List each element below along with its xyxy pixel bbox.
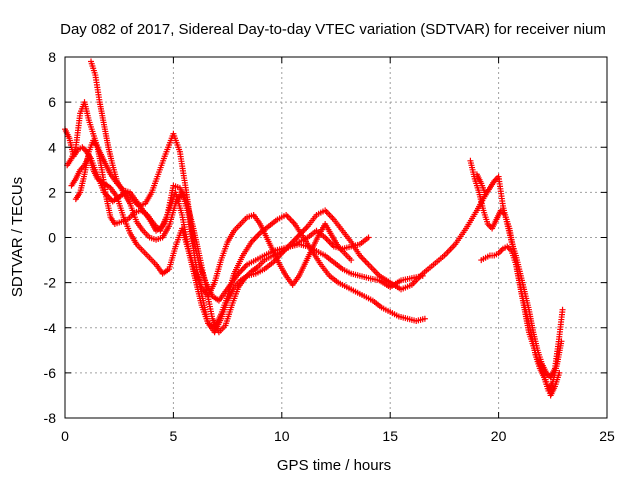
series-track-5 [64,99,355,300]
data-point-marker [556,369,563,376]
y-tick-label: 2 [48,184,56,200]
x-axis-label: GPS time / hours [277,457,391,474]
gridlines [65,57,607,418]
x-tick-label: 25 [599,428,615,444]
y-axis-label: SDTVAR / TECUs [9,177,26,297]
data-point-marker [559,306,566,313]
series-track-4 [68,153,428,331]
x-tick-label: 20 [491,428,507,444]
x-tick-label: 10 [274,428,290,444]
x-tick-label: 0 [61,428,69,444]
y-tick-label: -4 [44,320,57,336]
chart-title: Day 082 of 2017, Sidereal Day-to-day VTE… [60,21,606,38]
series-track-8 [478,243,563,399]
data-point-marker [365,234,372,241]
x-tick-label: 15 [382,428,398,444]
y-tick-label: -8 [44,410,57,426]
axis-ticks: 0 5 10 15 20 25 -8 -6 -4 -2 0 2 4 6 8 [44,49,615,444]
y-tick-label: 0 [48,230,56,246]
y-tick-label: 6 [48,94,56,110]
data-point-marker [421,315,428,322]
y-tick-label: 8 [48,49,56,65]
y-tick-label: -2 [44,275,57,291]
data-series [62,58,566,399]
y-tick-label: 4 [48,139,56,155]
data-point-marker [348,257,355,264]
y-tick-label: -6 [44,365,57,381]
x-tick-label: 5 [170,428,178,444]
